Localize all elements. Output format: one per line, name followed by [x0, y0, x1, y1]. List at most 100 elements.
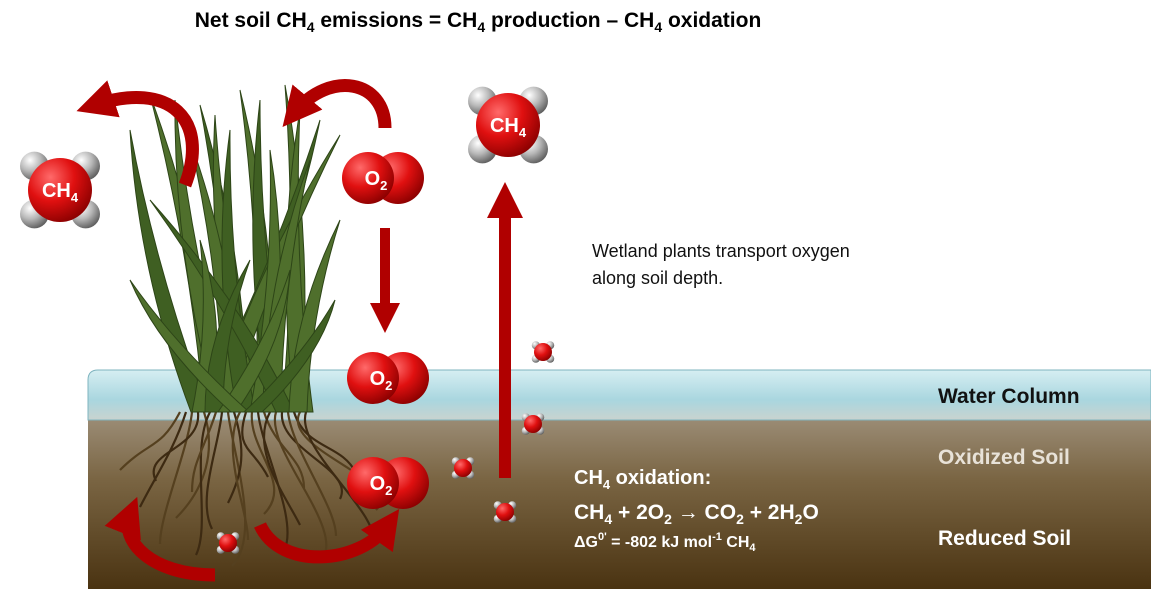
- carbon-atom: [534, 343, 552, 361]
- roots: [119, 411, 382, 567]
- oxygen-atom: [342, 152, 394, 204]
- leaf: [204, 259, 251, 413]
- root: [205, 411, 224, 530]
- layer-label: Reduced Soil: [938, 527, 1071, 550]
- root: [241, 411, 269, 478]
- reaction-energy: ΔG0' = -802 kJ mol-1 CH4: [574, 531, 756, 554]
- text-part: O: [802, 501, 818, 524]
- subscript: 2: [380, 178, 387, 193]
- oxygen-atom: [347, 352, 399, 404]
- molecule-label: O2: [365, 168, 388, 193]
- title-part: production – CH: [485, 9, 654, 32]
- plant: [129, 84, 341, 413]
- text-part: = -802 kJ mol: [607, 534, 712, 551]
- molecule-label: O2: [370, 368, 393, 393]
- root: [263, 411, 301, 526]
- root: [139, 411, 188, 508]
- subscript: 2: [795, 511, 803, 527]
- text-part: CH: [722, 534, 750, 551]
- text-part: ΔG: [574, 534, 598, 551]
- reaction-heading: CH4 oxidation:: [574, 467, 711, 492]
- carbon-atom: [219, 534, 237, 552]
- root: [227, 411, 243, 504]
- leaf: [129, 279, 251, 413]
- root: [286, 411, 338, 537]
- root: [152, 411, 200, 482]
- title-sub: 4: [654, 19, 662, 35]
- superscript: 0': [598, 531, 607, 543]
- arrow: [282, 79, 392, 129]
- title-sub: 4: [477, 19, 485, 35]
- reaction-equation: CH4 + 2O2 → CO2 + 2H2O: [574, 501, 819, 527]
- text-part: CH: [42, 180, 71, 202]
- oxygen-atom: [347, 457, 399, 509]
- root: [226, 411, 247, 567]
- superscript: -1: [712, 531, 722, 543]
- subscript: 4: [71, 190, 79, 205]
- o2-molecule: O2: [347, 457, 429, 509]
- subscript: 4: [604, 511, 612, 527]
- ch4-molecule: [451, 457, 475, 479]
- text-part: oxidation:: [610, 467, 711, 489]
- title-part: emissions = CH: [315, 9, 478, 32]
- title-sub: 4: [307, 19, 315, 35]
- subscript: 2: [736, 511, 744, 527]
- text-part: + 2O: [612, 501, 664, 524]
- carbon-atom: [496, 503, 514, 521]
- ch4-molecule: CH4: [20, 151, 100, 229]
- text-part: + 2H: [744, 501, 795, 524]
- root: [250, 411, 276, 515]
- text-part: O: [370, 473, 386, 495]
- subscript: 4: [519, 125, 527, 140]
- root: [231, 411, 250, 541]
- arrows: [76, 79, 523, 582]
- note-line: Wetland plants transport oxygen: [592, 241, 850, 261]
- ch4-molecule: [216, 532, 240, 554]
- title-part: Net soil CH: [195, 9, 307, 32]
- root: [119, 411, 181, 471]
- root: [280, 411, 343, 500]
- ch4-molecule: [531, 341, 555, 363]
- text-part: CH: [574, 501, 604, 524]
- layer-label: Water Column: [938, 385, 1080, 408]
- root: [262, 411, 306, 489]
- text-part: O: [370, 368, 386, 390]
- carbon-atom: [454, 459, 472, 477]
- layer-label: Oxidized Soil: [938, 446, 1070, 469]
- carbon-atom: [476, 93, 540, 157]
- carbon-atom: [524, 415, 542, 433]
- text-part: O: [365, 168, 381, 190]
- root: [158, 411, 194, 545]
- ch4-molecule: [521, 413, 545, 435]
- ch4-molecule: [493, 501, 517, 523]
- o2-molecule: O2: [342, 152, 424, 204]
- title-part: oxidation: [662, 9, 761, 32]
- subscript: 4: [749, 542, 756, 554]
- ch4-molecule: CH4: [468, 86, 548, 164]
- subscript: 2: [385, 483, 392, 498]
- root: [175, 411, 211, 519]
- root: [190, 411, 218, 493]
- subscript: 2: [385, 378, 392, 393]
- text-part: → CO: [672, 501, 736, 524]
- arrow: [104, 496, 216, 582]
- subscript: 4: [603, 477, 611, 492]
- molecule-label: CH4: [42, 180, 79, 205]
- title: Net soil CH4 emissions = CH4 production …: [195, 9, 762, 35]
- text-part: CH: [490, 115, 519, 137]
- molecule-label: O2: [370, 473, 393, 498]
- subscript: 2: [664, 511, 672, 527]
- note-line: along soil depth.: [592, 268, 723, 288]
- leaf: [242, 299, 336, 413]
- molecule-label: CH4: [490, 115, 527, 140]
- o2-molecule: O2: [347, 352, 429, 404]
- leaf: [217, 269, 291, 413]
- arrow: [254, 509, 400, 564]
- text-part: CH: [574, 467, 603, 489]
- root: [273, 411, 328, 563]
- arrow: [76, 80, 199, 188]
- carbon-atom: [28, 158, 92, 222]
- root: [195, 411, 211, 556]
